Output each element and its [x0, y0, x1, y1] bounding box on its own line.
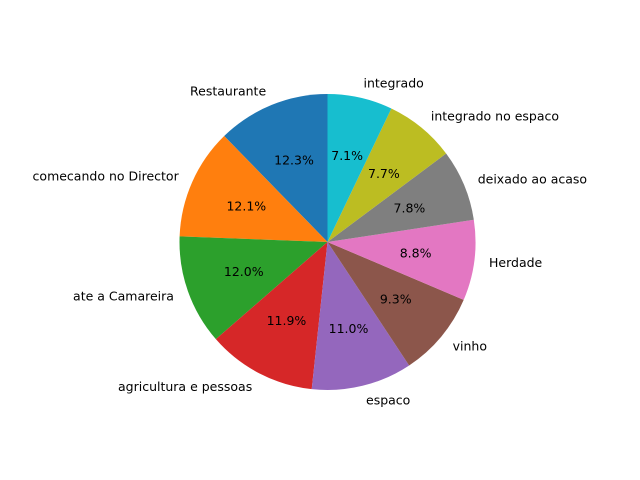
pie-category-label: agricultura e pessoas: [118, 379, 252, 394]
pie-category-labels: Restaurante comecando no Director ate a Ca…: [33, 76, 588, 408]
pie-slice-deixado-ao-acaso: [327, 153, 474, 242]
pie-category-label: vinho: [453, 339, 487, 354]
pie-percent-label: 11.9%: [267, 313, 307, 328]
pie-percent-label: 7.1%: [331, 148, 363, 163]
pie-category-label: integrado no espaco: [431, 109, 559, 124]
pie-category-label: Herdade: [489, 255, 543, 270]
pie-category-label: espaco: [366, 393, 410, 408]
pie-slice-integrado: [327, 94, 392, 242]
pie-percent-label: 11.0%: [329, 321, 369, 336]
pie-category-label: ate a Camareira: [73, 289, 174, 304]
pie-category-label: integrado: [364, 76, 424, 91]
pie-category-label: comecando no Director: [33, 168, 180, 183]
pie-percent-label: 12.1%: [226, 198, 266, 213]
pie-slice-herdade: [327, 219, 476, 300]
pie-percent-label: 12.3%: [274, 152, 314, 167]
pie-percent-label: 12.0%: [224, 264, 264, 279]
pie-slice-restaurante: [224, 93, 328, 242]
pie-slice-integrado-no-espaco: [327, 108, 447, 242]
pie-slice-espaco: [311, 242, 410, 391]
pie-slices: [179, 93, 476, 391]
pie-slice-ate-a-camareira: [179, 236, 328, 340]
pie-slice-comecando-no-director: [179, 136, 328, 242]
pie-slice-agricultura-e-pessoas: [215, 242, 328, 390]
pie-percent-label: 7.8%: [394, 200, 426, 215]
pie-percent-label: 9.3%: [380, 291, 412, 306]
pie-slice-vinho: [327, 242, 464, 366]
pie-percent-label: 7.7%: [368, 166, 400, 181]
pie-percent-labels: 12.3% 12.1% 12.0% 11.9% 11.0% 9.3% 8.8% 7.8% 7.7…: [224, 148, 432, 336]
pie-category-label: deixado ao acaso: [478, 172, 587, 187]
pie-category-label: Restaurante: [190, 84, 266, 99]
pie-percent-label: 8.8%: [400, 246, 432, 261]
